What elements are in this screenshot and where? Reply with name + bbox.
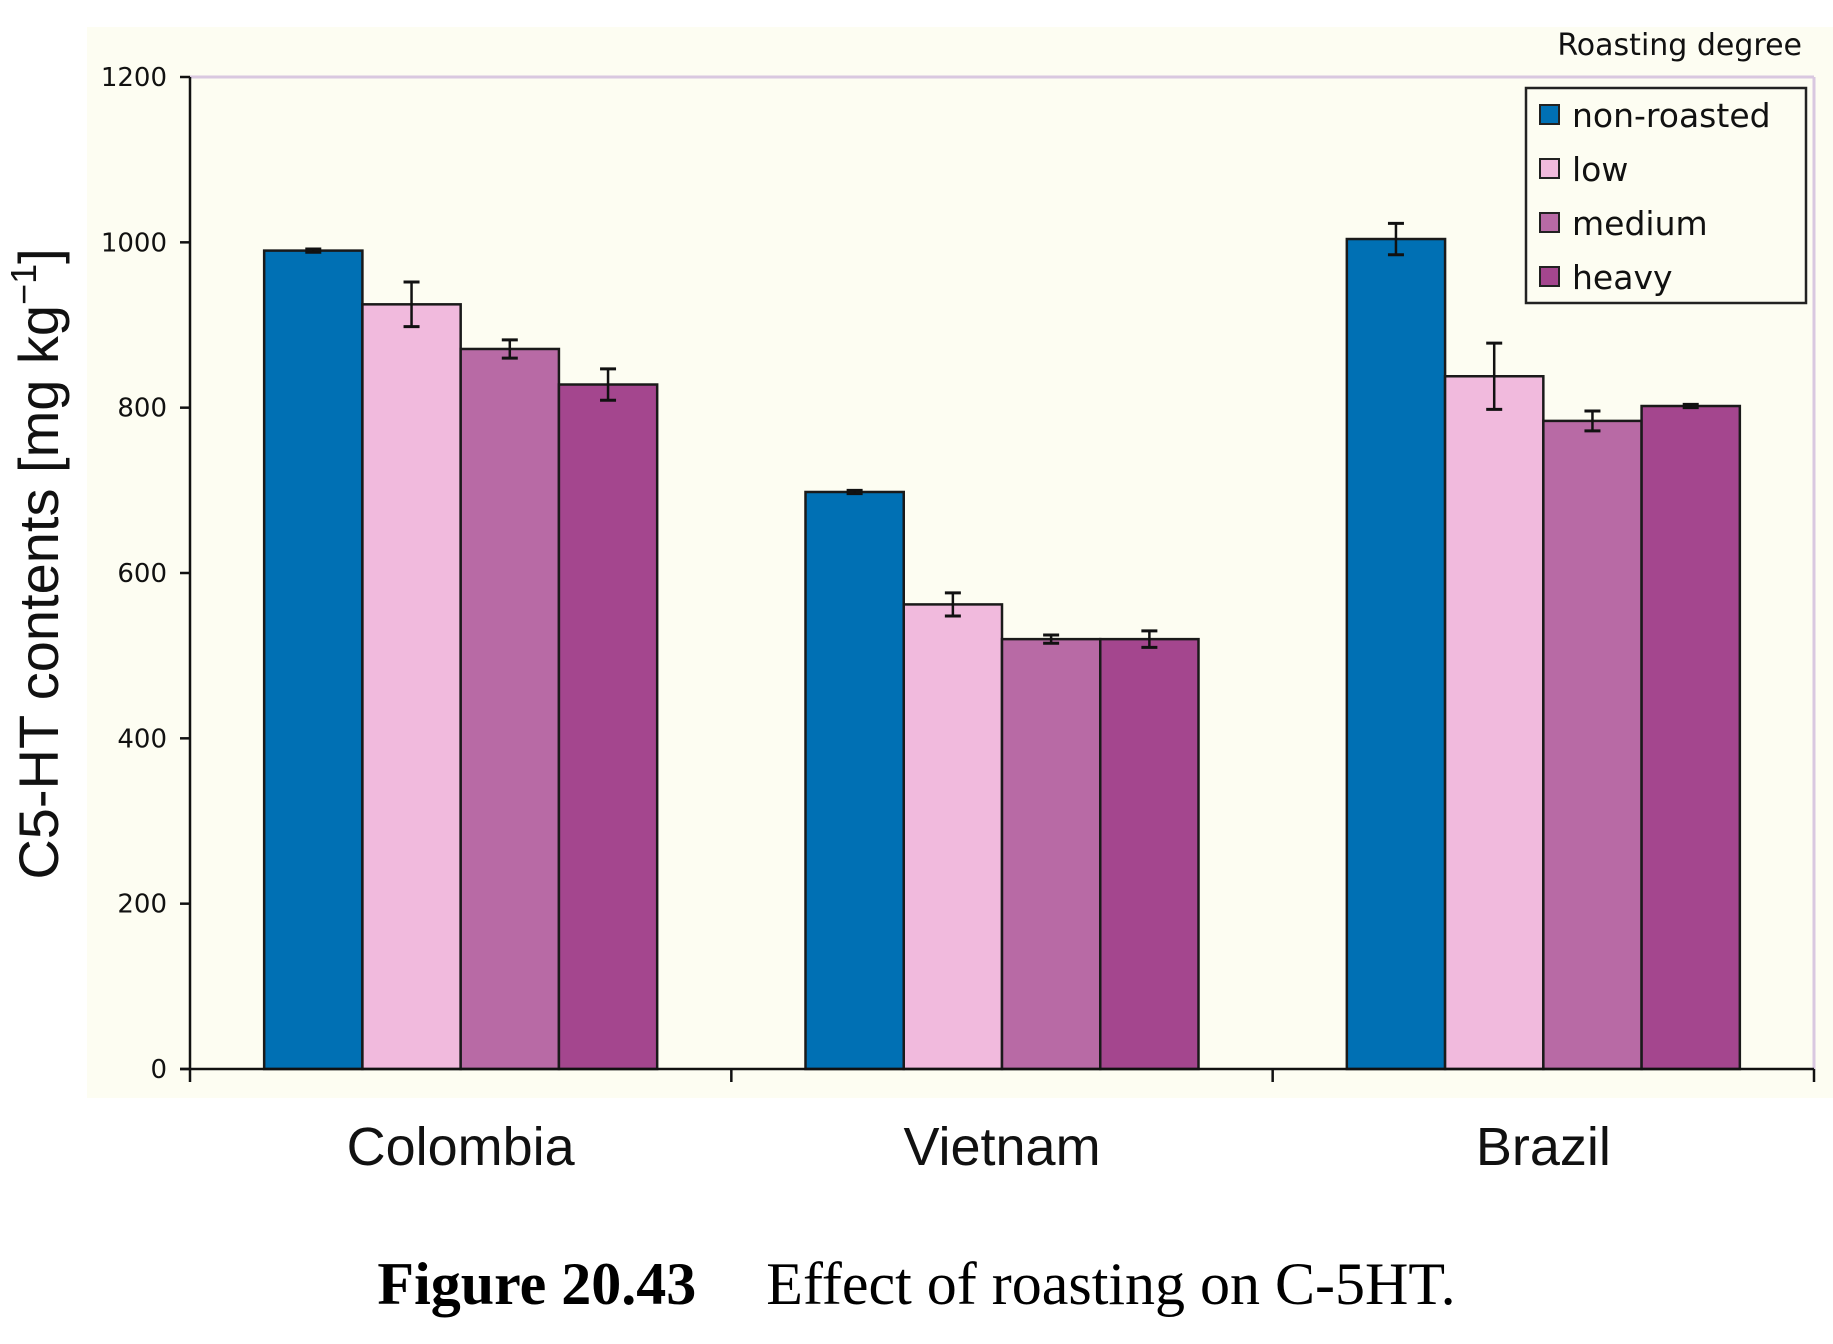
bar-vietnam-heavy xyxy=(1099,637,1200,1071)
error-bar-brazil-low xyxy=(1486,341,1503,411)
y-tick-label: 200 xyxy=(117,890,167,920)
bar-vietnam-low xyxy=(902,603,1004,1071)
bar-colombia-low xyxy=(361,303,462,1071)
legend-box xyxy=(1524,86,1808,305)
figure-caption-text: Effect of roasting on C-5HT. xyxy=(766,1251,1456,1317)
error-bar-vietnam-low xyxy=(944,591,961,618)
legend-label-medium: medium xyxy=(1572,204,1708,243)
y-tick-label: 800 xyxy=(117,394,167,424)
bars-group xyxy=(262,237,1742,1071)
y-axis-title-superscript: −1 xyxy=(3,264,44,305)
y-axis-title: C5-HT contents [mg kg−1] xyxy=(3,248,70,879)
legend-label-low: low xyxy=(1572,150,1628,189)
error-bar-colombia-heavy xyxy=(600,367,617,402)
category-label-colombia: Colombia xyxy=(347,1117,576,1177)
figure-caption: Figure 20.43 Effect of roasting on C-5HT. xyxy=(0,1250,1833,1319)
figure-number: Figure 20.43 xyxy=(377,1251,697,1317)
legend-label-non-roasted: non-roasted xyxy=(1572,96,1771,135)
legend-swatch-medium xyxy=(1539,212,1560,233)
legend-label-heavy: heavy xyxy=(1572,258,1673,297)
error-bar-vietnam-heavy xyxy=(1141,629,1158,649)
plot-area-border xyxy=(190,75,1816,1069)
error-bar-vietnam-medium xyxy=(1043,633,1060,645)
legend-item-heavy: heavy xyxy=(1539,258,1673,297)
bar-brazil-low xyxy=(1443,375,1545,1071)
error-bar-brazil-medium xyxy=(1584,409,1601,433)
error-bar-colombia-low xyxy=(403,280,420,329)
bar-brazil-medium xyxy=(1542,419,1643,1071)
bar-vietnam-non-roasted xyxy=(804,490,905,1071)
bar-colombia-medium xyxy=(459,347,561,1071)
category-labels: Colombia Vietnam Brazil xyxy=(347,1117,1611,1177)
y-tick-labels: 0 200 400 600 800 1000 1200 xyxy=(101,63,167,1085)
legend-swatch-heavy xyxy=(1539,266,1560,287)
error-bar-brazil-non-roasted xyxy=(1387,221,1404,257)
legend: non-roasted low medium heavy xyxy=(1524,86,1808,305)
axes-group xyxy=(180,75,1816,1082)
error-bar-colombia-non-roasted xyxy=(305,247,322,254)
legend-item-low: low xyxy=(1539,150,1628,189)
bar-colombia-non-roasted xyxy=(262,249,364,1071)
error-bar-brazil-heavy xyxy=(1682,402,1699,410)
category-label-brazil: Brazil xyxy=(1476,1117,1611,1177)
legend-item-medium: medium xyxy=(1539,204,1708,243)
error-bars-group xyxy=(305,221,1699,649)
bar-colombia-heavy xyxy=(557,383,659,1071)
error-bar-colombia-medium xyxy=(501,338,518,360)
bar-vietnam-medium xyxy=(1000,637,1102,1071)
legend-title: Roasting degree xyxy=(1557,28,1802,63)
legend-item-non-roasted: non-roasted xyxy=(1539,96,1771,135)
legend-swatch-low xyxy=(1539,158,1560,179)
bar-brazil-non-roasted xyxy=(1345,237,1447,1071)
bar-brazil-heavy xyxy=(1640,404,1742,1071)
y-axis-title-main: C5-HT contents [mg kg xyxy=(7,305,70,880)
y-tick-label: 400 xyxy=(117,724,167,754)
error-bar-vietnam-non-roasted xyxy=(846,488,863,496)
legend-swatch-non-roasted xyxy=(1539,104,1560,125)
y-tick-label: 600 xyxy=(117,559,167,589)
y-tick-label: 1200 xyxy=(101,63,167,93)
y-tick-label: 1000 xyxy=(101,228,167,258)
y-tick-label: 0 xyxy=(150,1055,167,1085)
category-label-vietnam: Vietnam xyxy=(903,1117,1100,1177)
y-axis-title-suffix: ] xyxy=(7,248,70,264)
